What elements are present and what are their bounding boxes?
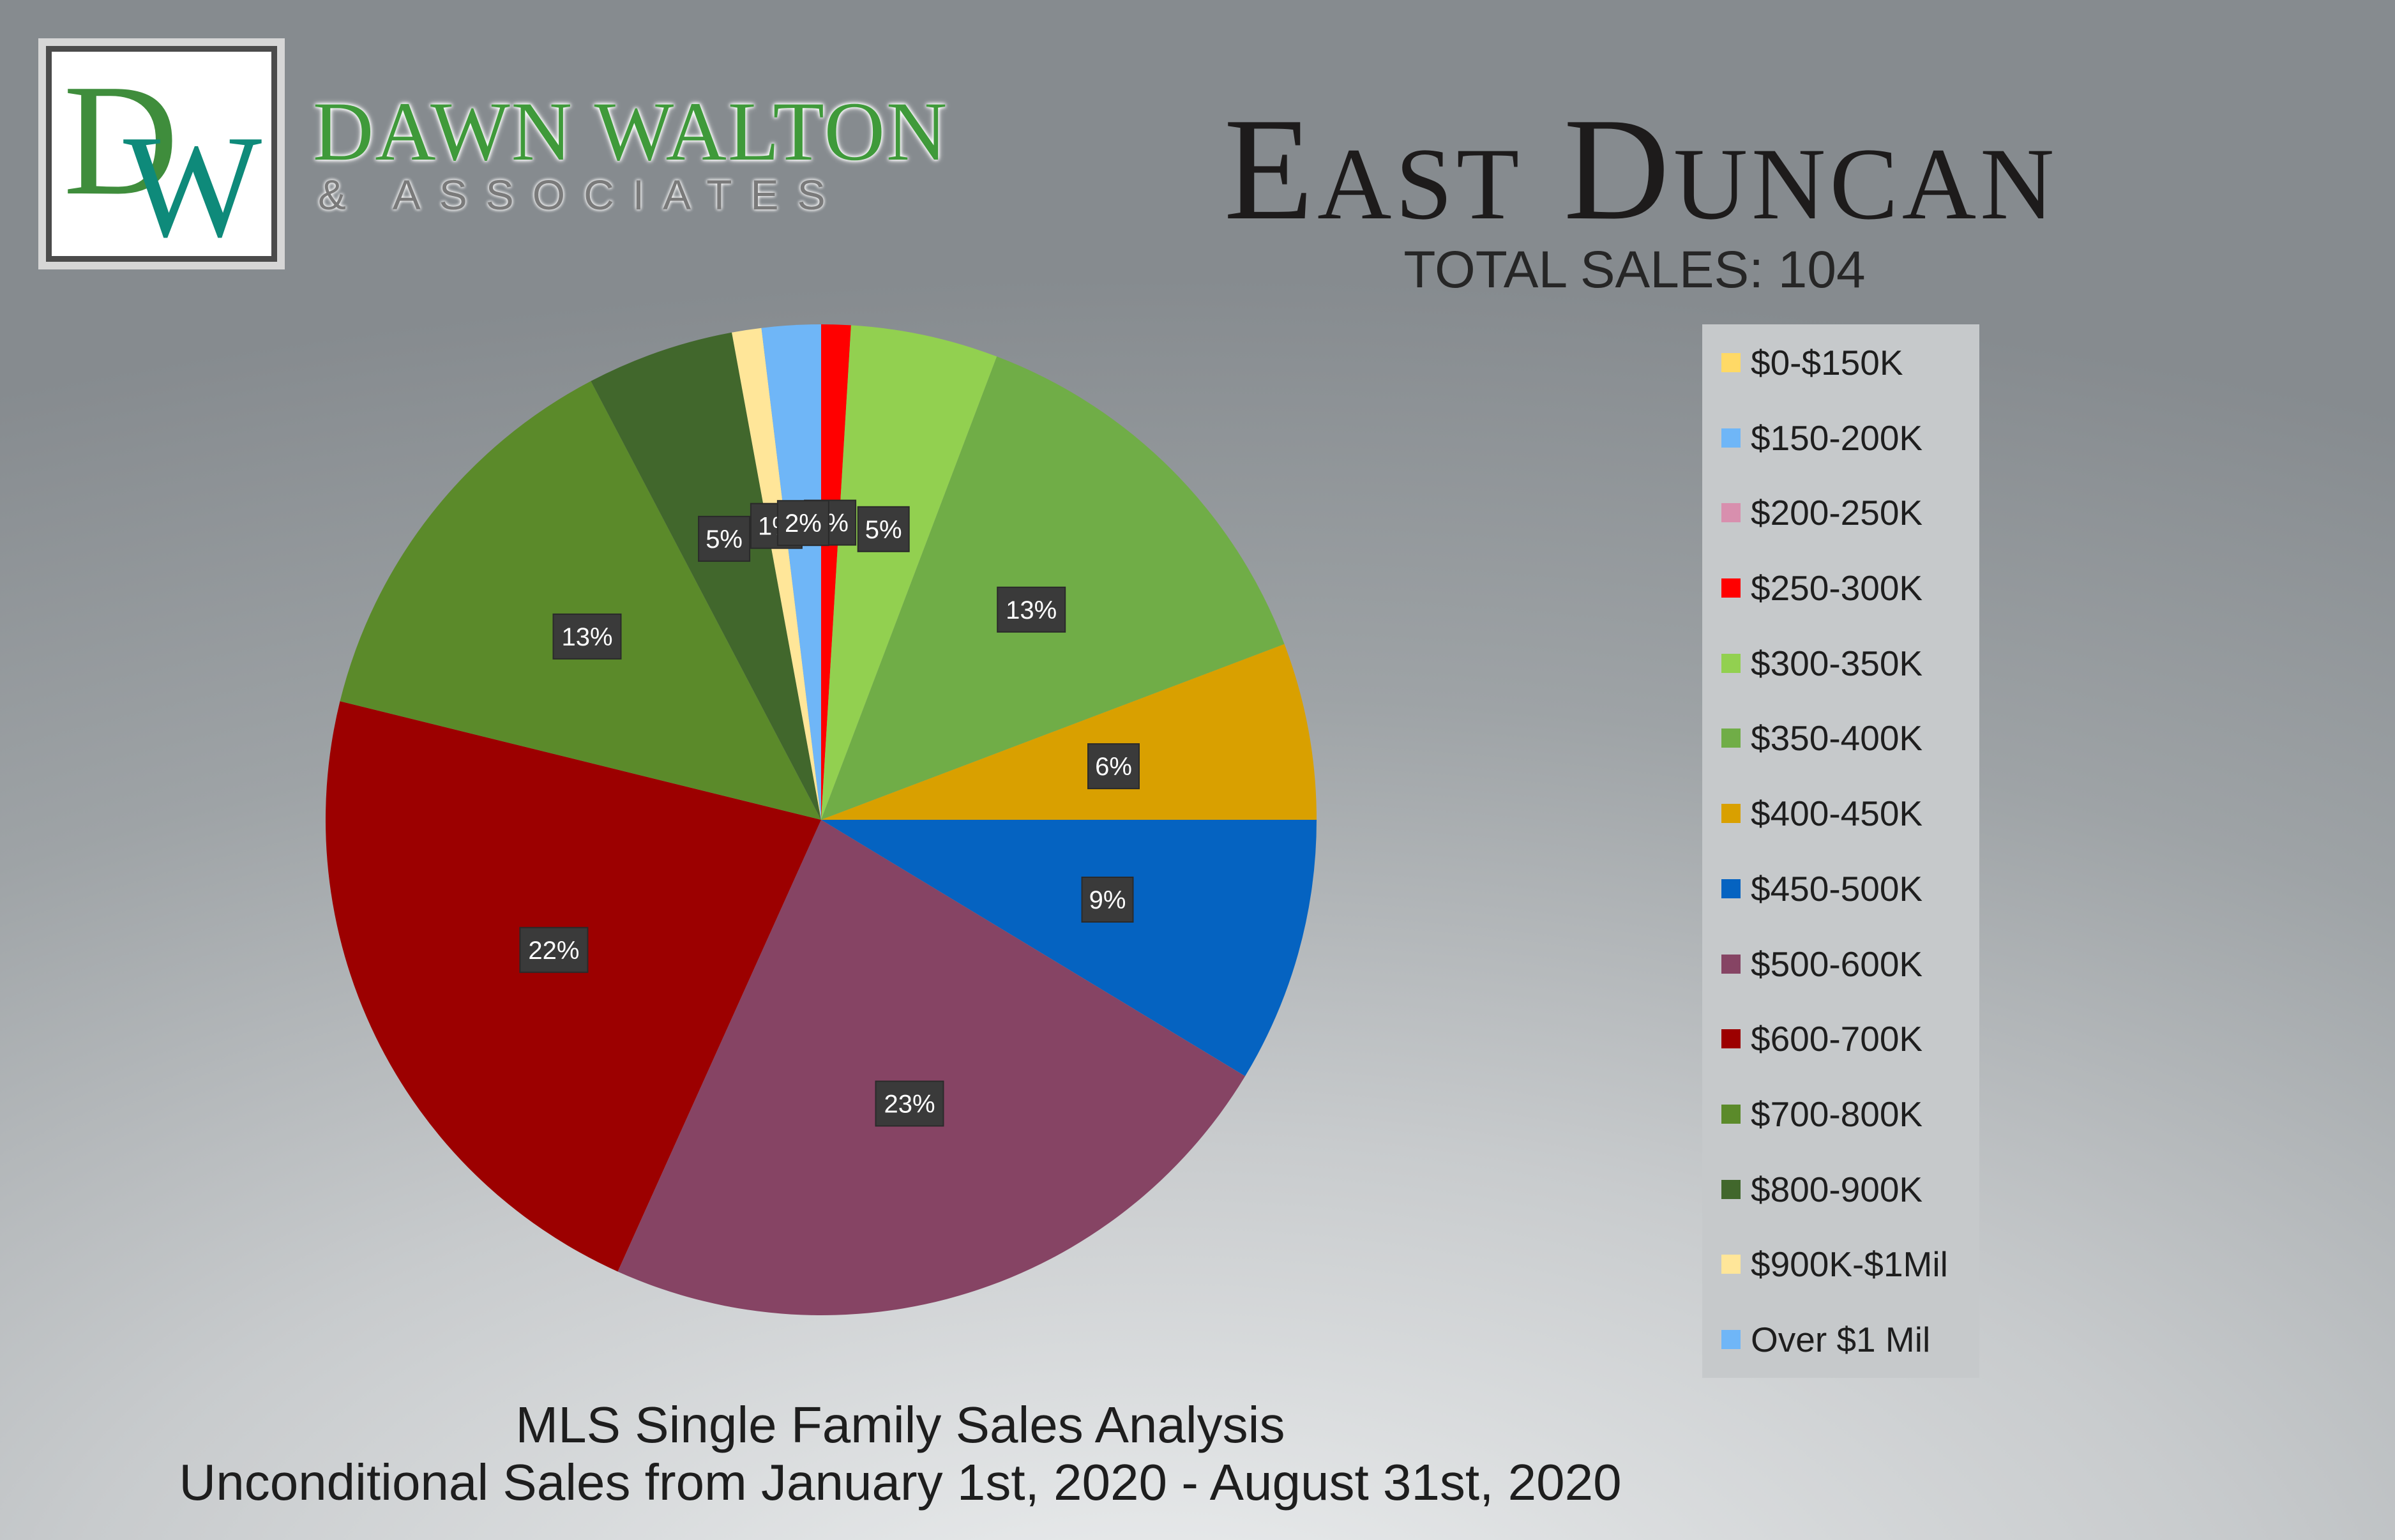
svg-text:22%: 22% (528, 937, 579, 965)
pie-slice-over-1-mil (761, 324, 821, 820)
legend-swatch (1721, 578, 1741, 598)
monogram-logo: D W (46, 46, 277, 262)
svg-text:23%: 23% (884, 1091, 935, 1119)
legend-item-800-900k: $800-900K (1721, 1168, 1979, 1244)
legend-label: $600-700K (1751, 1019, 1923, 1059)
data-label-400-450k: 6% (1087, 743, 1140, 790)
pie-slice-400-450k (821, 644, 1317, 820)
monogram-d: D (63, 52, 179, 229)
data-label-over-1-mil: 2% (776, 500, 829, 547)
brand-name: DAWN WALTON (313, 84, 949, 178)
legend-item-200-250k: $200-250K (1721, 492, 1979, 567)
pie-slice-600-700k (325, 701, 821, 1272)
data-label-500-600k: 23% (875, 1080, 944, 1127)
legend-label: $800-900K (1751, 1169, 1923, 1209)
svg-text:5%: 5% (706, 525, 743, 554)
pie-slice-800-900k (591, 332, 821, 820)
pie-slice-500-600k (617, 820, 1246, 1315)
legend-label: $250-300K (1751, 568, 1923, 608)
brand-subtitle: & ASSOCIATES (318, 171, 844, 218)
legend-label: $500-600K (1751, 944, 1923, 984)
legend-swatch (1721, 428, 1741, 448)
footer-title: MLS Single Family Sales Analysis (515, 1396, 1285, 1453)
legend-swatch (1721, 1329, 1741, 1349)
legend-label: $450-500K (1751, 868, 1923, 909)
pie-slice-900k-1mil (732, 328, 821, 820)
legend-item-0-150k: $0-$150K (1721, 342, 1979, 417)
footer-date-range: Unconditional Sales from January 1st, 20… (179, 1454, 1622, 1511)
legend-swatch (1721, 1029, 1741, 1049)
pie-slice-250-300k (821, 324, 851, 820)
svg-text:13%: 13% (561, 623, 612, 651)
legend-swatch (1721, 728, 1741, 748)
total-sales: TOTAL SALES: 104 (1403, 241, 1866, 299)
legend-item-700-800k: $700-800K (1721, 1093, 1979, 1168)
svg-text:13%: 13% (1006, 596, 1057, 624)
page-title: East Duncan (1223, 87, 2059, 250)
svg-text:5%: 5% (865, 516, 902, 544)
legend-swatch (1721, 503, 1741, 523)
legend-label: $700-800K (1751, 1094, 1923, 1134)
legend-item-400-450k: $400-450K (1721, 792, 1979, 868)
monogram-w: W (123, 105, 262, 262)
data-label-300-350k: 5% (857, 506, 910, 552)
legend-swatch (1721, 879, 1741, 898)
legend-swatch (1721, 1179, 1741, 1199)
legend-label: $200-250K (1751, 493, 1923, 533)
legend-swatch (1721, 954, 1741, 974)
pie-slice-700-800k (340, 381, 821, 820)
legend-label: Over $1 Mil (1751, 1319, 1931, 1359)
legend-label: $150-200K (1751, 418, 1923, 458)
legend-item-600-700k: $600-700K (1721, 1018, 1979, 1093)
legend-label: $900K-$1Mil (1751, 1244, 1948, 1285)
legend-item-250-300k: $250-300K (1721, 567, 1979, 642)
svg-text:6%: 6% (1095, 753, 1132, 781)
legend-label: $400-450K (1751, 794, 1923, 834)
legend-label: $350-400K (1751, 718, 1923, 759)
legend-swatch (1721, 1255, 1741, 1274)
legend-item-300-350k: $300-350K (1721, 642, 1979, 718)
legend-swatch (1721, 804, 1741, 824)
legend-item-350-400k: $350-400K (1721, 717, 1979, 792)
data-label-700-800k: 13% (552, 613, 622, 660)
legend-swatch (1721, 1104, 1741, 1124)
legend-swatch (1721, 353, 1741, 372)
legend-item-over-1-mil: Over $1 Mil (1721, 1318, 1979, 1394)
legend-label: $0-$150K (1751, 343, 1903, 382)
svg-text:9%: 9% (1089, 886, 1126, 914)
pie-slice-450-500k (821, 820, 1317, 1076)
data-label-600-700k: 22% (519, 926, 589, 973)
svg-text:2%: 2% (785, 510, 822, 538)
data-label-800-900k: 5% (698, 515, 751, 562)
pie-slice-300-350k (821, 325, 997, 820)
chart-legend: $0-$150K $150-200K $200-250K $250-300K $300-… (1702, 324, 1979, 1378)
legend-item-500-600k: $500-600K (1721, 943, 1979, 1018)
data-label-350-400k: 13% (997, 586, 1066, 633)
legend-item-450-500k: $450-500K (1721, 868, 1979, 943)
legend-item-900k-1mil: $900K-$1Mil (1721, 1243, 1979, 1318)
pie-slices (325, 324, 1317, 1315)
legend-swatch (1721, 653, 1741, 673)
data-label-450-500k: 9% (1081, 877, 1134, 923)
logo-frame: D W (38, 38, 285, 269)
legend-item-150-200k: $150-200K (1721, 417, 1979, 492)
legend-label: $300-350K (1751, 643, 1923, 683)
pie-data-labels: 1% 5%13%6%9%23%22%13%5% 1%2% (519, 499, 1140, 1127)
